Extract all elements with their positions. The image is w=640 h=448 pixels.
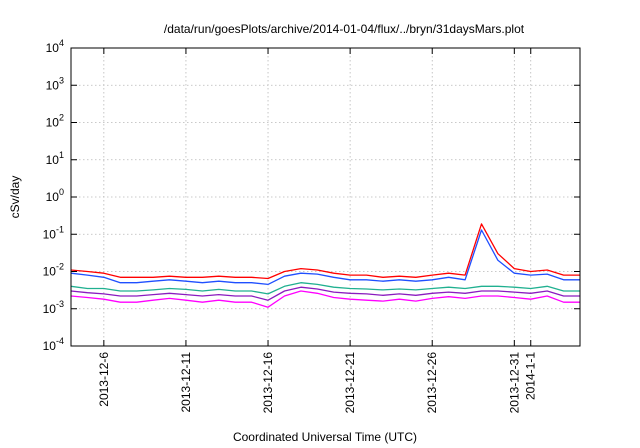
- x-tick-label: 2013-12-11: [179, 352, 193, 413]
- series-line-1: [70, 223, 580, 280]
- x-tick-labels: 2013-12-6 2013-12-11 2013-12-16 2013-12-21 2…: [97, 352, 538, 414]
- y-tick-base: 10: [46, 41, 60, 55]
- series-group: [70, 223, 580, 308]
- y-tick-base: 10: [46, 190, 60, 204]
- y-tick-exponent: 4: [59, 38, 64, 48]
- y-tick-base: 10: [43, 339, 57, 353]
- y-tick-exponent: -4: [56, 336, 64, 346]
- x-tick-label: 2013-12-21: [343, 352, 357, 414]
- y-tick-label: 10-3: [43, 299, 64, 316]
- y-axis-label: cSv/day: [8, 176, 22, 219]
- y-tick-exponent: 3: [59, 75, 64, 85]
- y-tick-base: 10: [43, 302, 57, 316]
- y-tick-exponent: 1: [59, 150, 64, 160]
- x-tick-label: 2013-12-31: [507, 352, 521, 414]
- y-tick-label: 103: [46, 75, 64, 92]
- y-tick-label: 10-1: [43, 224, 64, 241]
- y-tick-base: 10: [43, 265, 57, 279]
- ticks: [71, 47, 580, 347]
- y-tick-exponent: 0: [59, 187, 64, 197]
- y-tick-base: 10: [46, 153, 60, 167]
- y-tick-exponent: -3: [56, 299, 64, 309]
- y-tick-base: 10: [46, 116, 60, 130]
- series-line-4: [70, 286, 580, 301]
- y-tick-base: 10: [46, 78, 60, 92]
- y-tick-exponent: -2: [56, 262, 64, 272]
- x-tick-label: 2014-1-1: [524, 352, 538, 400]
- y-tick-label: 10-4: [43, 336, 64, 353]
- x-tick-label: 2013-12-16: [261, 352, 275, 414]
- chart-title: /data/run/goesPlots/archive/2014-01-04/f…: [164, 22, 525, 36]
- series-line-5: [70, 290, 580, 308]
- y-tick-exponent: -1: [56, 224, 64, 234]
- series-line-3: [70, 282, 580, 295]
- x-axis-label: Coordinated Universal Time (UTC): [233, 430, 417, 444]
- y-tick-base: 10: [43, 227, 57, 241]
- y-tick-label: 100: [46, 187, 64, 204]
- y-tick-label: 102: [46, 113, 64, 130]
- x-tick-label: 2013-12-6: [97, 352, 111, 407]
- y-tick-exponent: 2: [59, 113, 64, 123]
- series-line-2: [70, 229, 580, 286]
- y-tick-label: 104: [46, 38, 64, 55]
- x-tick-label: 2013-12-26: [425, 352, 439, 414]
- y-tick-label: 101: [46, 150, 64, 167]
- y-tick-label: 10-2: [43, 262, 64, 279]
